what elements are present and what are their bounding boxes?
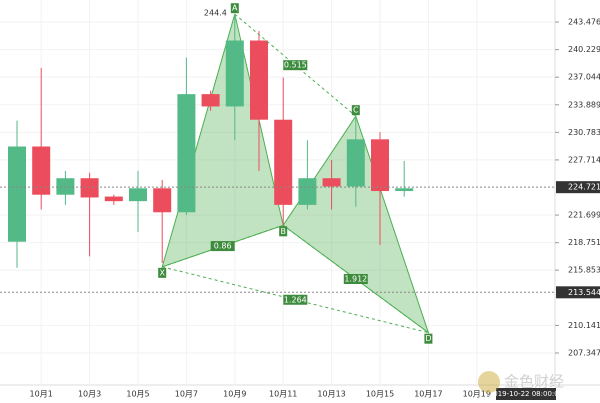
candle-body: [129, 188, 147, 202]
ratio-label-bg: [210, 241, 235, 252]
ratio-label-bg: [283, 60, 308, 71]
ratio-label-bg: [283, 294, 308, 305]
ratio-label: 1.264: [284, 295, 307, 304]
candle-body: [177, 94, 196, 213]
pattern-point: [351, 105, 360, 116]
price-label: 213.544: [568, 288, 600, 297]
y-tick-label: 227.714: [568, 155, 600, 164]
ratio-label: 0.86: [214, 242, 232, 251]
x-tick-label: 10月9: [223, 390, 246, 399]
pattern-point: [158, 267, 167, 278]
ratio-label-bg: [343, 273, 368, 284]
price-label-bg: [556, 286, 600, 299]
x-tick-label: 10月19: [463, 390, 491, 399]
watermark: 金色财经: [478, 371, 564, 393]
y-tick-label: 207.347: [568, 348, 600, 357]
watermark-text: 金色财经: [504, 373, 564, 391]
candle-body: [371, 139, 389, 192]
candle-body: [346, 139, 365, 187]
y-tick-label: 210.141: [568, 321, 600, 330]
y-tick-label: 243.476: [568, 18, 600, 27]
candle-body: [322, 178, 341, 187]
y-tick-label: 215.853: [568, 266, 600, 275]
ratio-label: 1.912: [344, 274, 367, 283]
candle-body: [395, 188, 414, 192]
y-tick-label: 237.044: [568, 73, 600, 82]
pattern-point-label: C: [353, 106, 359, 115]
crosshair-label: 2019-10-22 08:00:00: [489, 390, 563, 398]
x-tick-label: 10月13: [317, 390, 345, 399]
y-tick-label: 230.783: [568, 128, 600, 137]
candle-body: [32, 146, 51, 195]
candle-body: [104, 196, 123, 202]
x-tick-label: 10月11: [269, 390, 297, 399]
pattern-point-label: X: [159, 268, 165, 277]
crosshair-label-bg: [496, 388, 556, 400]
candle-body: [56, 178, 75, 195]
candle-body: [274, 119, 293, 205]
price-label-bg: [556, 181, 600, 194]
x-tick-label: 10月1: [30, 390, 53, 399]
y-tick-label: 233.889: [568, 100, 600, 109]
candle-body: [8, 146, 26, 242]
pattern-point: [424, 333, 433, 344]
pattern-point-label: A: [232, 4, 238, 13]
price-label: 224.721: [568, 183, 600, 192]
candle-body: [80, 178, 99, 198]
ratio-label: 0.515: [284, 61, 307, 70]
candle-body: [250, 40, 268, 120]
candle-body: [298, 178, 317, 205]
candle-body: [153, 188, 172, 213]
pattern-ratio-line: [162, 266, 429, 334]
x-tick-label: 10月17: [414, 390, 442, 399]
y-tick-label: 221.699: [568, 211, 600, 220]
x-tick-label: 10月15: [366, 390, 394, 399]
pattern-point-label: D: [425, 334, 431, 343]
x-tick-label: 10月7: [175, 390, 198, 399]
candle-body: [201, 94, 220, 107]
pattern-point-label: B: [280, 227, 286, 236]
pattern-point: [279, 226, 288, 237]
pattern-point: [230, 3, 239, 14]
y-tick-label: 218.751: [568, 238, 600, 247]
y-tick-label: 240.229: [568, 45, 600, 54]
watermark-logo: [478, 371, 500, 393]
x-tick-label: 10月3: [78, 390, 101, 399]
pattern-price-label: 244.4: [204, 9, 227, 18]
candle-body: [225, 40, 244, 107]
x-tick-label: 10月5: [126, 390, 149, 399]
